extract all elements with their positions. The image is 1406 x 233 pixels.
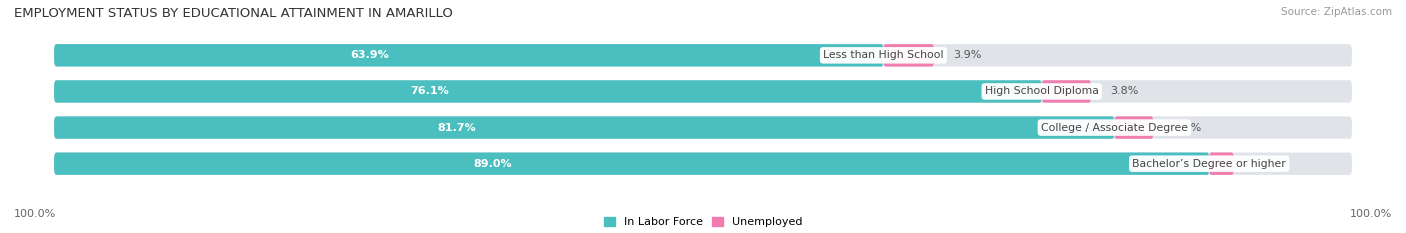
FancyBboxPatch shape — [53, 152, 1353, 175]
Text: 89.0%: 89.0% — [474, 159, 512, 169]
FancyBboxPatch shape — [53, 116, 1353, 139]
Text: 3.0%: 3.0% — [1173, 123, 1201, 133]
Text: 1.9%: 1.9% — [1253, 159, 1282, 169]
FancyBboxPatch shape — [53, 152, 1209, 175]
Text: 100.0%: 100.0% — [14, 209, 56, 219]
Text: 3.8%: 3.8% — [1111, 86, 1139, 96]
FancyBboxPatch shape — [53, 80, 1042, 103]
Text: Source: ZipAtlas.com: Source: ZipAtlas.com — [1281, 7, 1392, 17]
FancyBboxPatch shape — [53, 44, 883, 67]
Text: EMPLOYMENT STATUS BY EDUCATIONAL ATTAINMENT IN AMARILLO: EMPLOYMENT STATUS BY EDUCATIONAL ATTAINM… — [14, 7, 453, 20]
Text: 100.0%: 100.0% — [1350, 209, 1392, 219]
Text: Bachelor’s Degree or higher: Bachelor’s Degree or higher — [1132, 159, 1286, 169]
FancyBboxPatch shape — [1115, 116, 1153, 139]
Text: 76.1%: 76.1% — [411, 86, 449, 96]
FancyBboxPatch shape — [1042, 80, 1091, 103]
FancyBboxPatch shape — [1209, 152, 1234, 175]
FancyBboxPatch shape — [53, 44, 1353, 67]
Text: 3.9%: 3.9% — [953, 50, 981, 60]
FancyBboxPatch shape — [53, 116, 1115, 139]
Text: 63.9%: 63.9% — [350, 50, 388, 60]
FancyBboxPatch shape — [53, 80, 1353, 103]
Text: College / Associate Degree: College / Associate Degree — [1040, 123, 1188, 133]
Text: Less than High School: Less than High School — [823, 50, 943, 60]
Legend: In Labor Force, Unemployed: In Labor Force, Unemployed — [603, 217, 803, 227]
FancyBboxPatch shape — [883, 44, 934, 67]
Text: High School Diploma: High School Diploma — [984, 86, 1098, 96]
Text: 81.7%: 81.7% — [437, 123, 477, 133]
